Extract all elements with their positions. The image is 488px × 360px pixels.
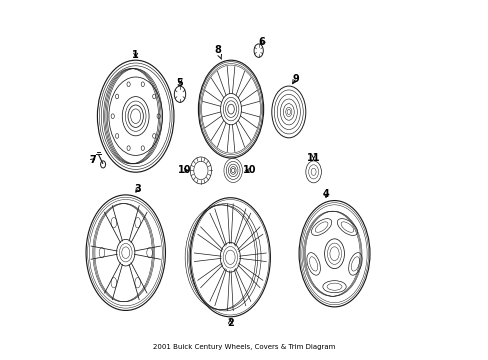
Text: 9: 9 <box>292 74 299 84</box>
Text: 7: 7 <box>89 155 96 165</box>
Text: 8: 8 <box>214 45 221 59</box>
Text: 3: 3 <box>135 184 141 194</box>
Ellipse shape <box>130 109 141 123</box>
Text: 5: 5 <box>176 78 183 88</box>
Text: 2: 2 <box>226 318 233 328</box>
Text: 10: 10 <box>243 166 256 175</box>
Text: 11: 11 <box>306 153 320 163</box>
Text: 6: 6 <box>258 37 265 48</box>
Text: 2001 Buick Century Wheels, Covers & Trim Diagram: 2001 Buick Century Wheels, Covers & Trim… <box>153 344 335 350</box>
Text: 4: 4 <box>322 189 329 199</box>
Text: 1: 1 <box>132 50 139 59</box>
Text: 10: 10 <box>177 166 191 175</box>
